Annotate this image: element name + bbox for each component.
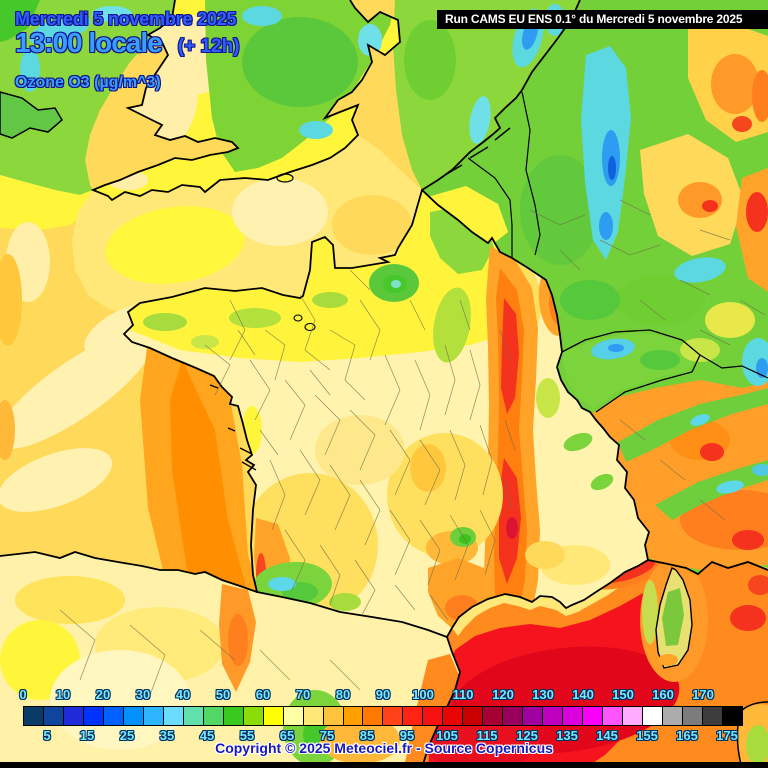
legend-cell	[543, 707, 564, 725]
legend-tick-label: 150	[612, 687, 634, 702]
legend-tick-label: 115	[476, 728, 498, 743]
legend-cell	[103, 707, 124, 725]
france-landmass	[124, 190, 649, 637]
legend-cell	[363, 707, 384, 725]
legend-tick-label: 75	[319, 728, 335, 743]
legend-tick-label: 80	[335, 687, 351, 702]
corsica-island	[655, 567, 693, 669]
legend-cell	[143, 707, 164, 725]
legend-cell	[663, 707, 683, 725]
legend-cell	[383, 707, 404, 725]
legend-cell	[83, 707, 104, 725]
legend-tick-label: 85	[359, 728, 375, 743]
legend-tick-label: 170	[692, 687, 714, 702]
legend-tick-label: 120	[492, 687, 514, 702]
legend-tick-label: 100	[412, 687, 434, 702]
legend-tick-label: 30	[135, 687, 151, 702]
legend-cell	[163, 707, 184, 725]
legend-tick-label: 60	[255, 687, 271, 702]
legend-tick-label: 125	[516, 728, 538, 743]
legend-cell	[583, 707, 604, 725]
legend-tick-label: 25	[119, 728, 135, 743]
legend-tick-label: 45	[199, 728, 215, 743]
forecast-time-label: 13:00 locale	[15, 27, 163, 58]
legend-tick-label: 15	[79, 728, 95, 743]
legend-cell	[43, 707, 64, 725]
legend-cell	[423, 707, 444, 725]
channel-island	[304, 322, 316, 332]
legend-cell	[243, 707, 264, 725]
legend-tick-label: 20	[95, 687, 111, 702]
forecast-time: 13:00 locale (+ 12h)	[15, 27, 240, 59]
legend-colorbar	[23, 706, 743, 726]
bottom-strip	[0, 762, 768, 768]
legend-cell	[643, 707, 663, 725]
continent-landmass	[422, 0, 768, 574]
legend-cell	[183, 707, 204, 725]
channel-island	[293, 314, 303, 322]
legend-tick-label: 140	[572, 687, 594, 702]
legend-cell	[263, 707, 284, 725]
legend-tick-label: 50	[215, 687, 231, 702]
uk-landmass	[93, 0, 400, 200]
legend-cell	[463, 707, 484, 725]
legend-cell	[702, 707, 723, 725]
legend-tick-label: 175	[716, 728, 738, 743]
legend-cell	[303, 707, 324, 725]
legend-bottom-labels: 5 15 25 35 45 55 65 75 85 95 105 115 125 135 145 155 165…	[23, 728, 743, 743]
legend-cell	[523, 707, 544, 725]
variable-label: Ozone O3 (µg/m^3)	[15, 74, 161, 91]
irish-sea	[0, 0, 175, 195]
legend-cell	[123, 707, 144, 725]
legend-cell	[443, 707, 464, 725]
legend-cell	[682, 707, 703, 725]
legend-cell	[722, 707, 742, 725]
legend-cell	[343, 707, 364, 725]
legend-tick-label: 5	[43, 728, 51, 743]
forecast-date: Mercredi 5 novembre 2025	[15, 9, 237, 29]
legend-tick-label: 0	[19, 687, 27, 702]
legend-tick-label: 55	[239, 728, 255, 743]
run-info-text: Run CAMS EU ENS 0.1° du Mercredi 5 novem…	[445, 12, 743, 26]
legend-cell	[563, 707, 584, 725]
ireland-corner	[0, 91, 63, 139]
legend-tick-label: 95	[399, 728, 415, 743]
legend-tick-label: 105	[436, 728, 458, 743]
legend-tick-label: 130	[532, 687, 554, 702]
legend-tick-label: 65	[279, 728, 295, 743]
legend-tick-label: 10	[55, 687, 71, 702]
legend-tick-label: 145	[596, 728, 618, 743]
legend-tick-label: 70	[295, 687, 311, 702]
legend-cell	[24, 707, 44, 725]
legend-cell	[63, 707, 84, 725]
run-info-bar: Run CAMS EU ENS 0.1° du Mercredi 5 novem…	[437, 10, 768, 29]
legend-tick-label: 135	[556, 728, 578, 743]
legend-tick-label: 90	[375, 687, 391, 702]
legend-cell	[203, 707, 224, 725]
forecast-offset: (+ 12h)	[177, 36, 240, 57]
legend-tick-label: 160	[652, 687, 674, 702]
legend-cell	[223, 707, 244, 725]
legend-cell	[283, 707, 304, 725]
legend-tick-label: 40	[175, 687, 191, 702]
legend-cell	[603, 707, 624, 725]
legend-tick-label: 165	[676, 728, 698, 743]
legend-cell	[483, 707, 504, 725]
legend-cell	[623, 707, 644, 725]
legend-cell	[503, 707, 524, 725]
legend-cell	[323, 707, 344, 725]
legend-tick-label: 110	[452, 687, 474, 702]
department-borders	[59, 199, 766, 696]
legend-tick-label: 35	[159, 728, 175, 743]
copyright-text: Copyright © 2025 Meteociel.fr - Source C…	[215, 740, 553, 756]
legend-top-labels: 0 10 20 30 40 50 60 70 80 90 100 110 120 130 140 150 160…	[19, 687, 743, 702]
legend-tick-label: 155	[636, 728, 658, 743]
legend-cell	[403, 707, 424, 725]
